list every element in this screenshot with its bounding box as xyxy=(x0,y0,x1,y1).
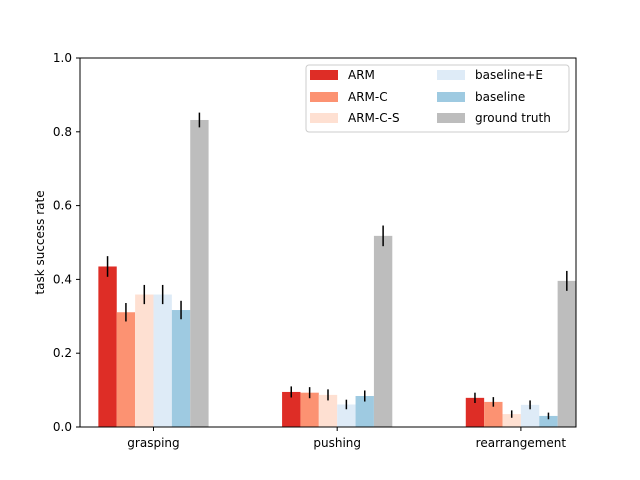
bar-baseline-rearrangement xyxy=(539,415,558,427)
legend-label: baseline+E xyxy=(475,68,543,82)
legend-swatch-arm-c xyxy=(310,92,338,102)
legend-swatch-baseline xyxy=(437,92,465,102)
legend-label: ARM-C xyxy=(348,90,388,104)
bar-arm-c-s-rearrangement xyxy=(502,414,521,427)
bar-baseline-e-rearrangement xyxy=(520,404,540,427)
bar-ground-truth-pushing xyxy=(373,235,393,427)
x-tick-label-pushing: pushing xyxy=(313,436,361,450)
bar-baseline-grasping xyxy=(171,310,191,427)
y-tick-label: 0.2 xyxy=(53,346,72,360)
y-tick-label: 1.0 xyxy=(53,51,72,65)
axes-frame xyxy=(79,57,577,428)
y-tick-label: 0.8 xyxy=(53,125,72,139)
bar-arm-rearrangement xyxy=(465,397,485,427)
bar-arm-c-pushing xyxy=(300,392,319,427)
legend-swatch-arm xyxy=(310,70,338,80)
x-tick-label-grasping: grasping xyxy=(127,436,179,450)
bars-layer xyxy=(98,119,576,427)
y-axis-label: task success rate xyxy=(33,190,47,294)
y-tick-label: 0.6 xyxy=(53,199,72,213)
legend-label: ground truth xyxy=(475,111,551,125)
bar-arm-pushing xyxy=(282,391,301,427)
legend-label: ARM-C-S xyxy=(348,111,400,125)
legend: ARM ARM-C ARM-C-S baseline+E baseline ground … xyxy=(305,64,570,133)
bar-arm-c-rearrangement xyxy=(484,401,503,427)
bar-arm-c-s-pushing xyxy=(318,394,338,427)
legend-swatch-baseline-e xyxy=(437,70,465,80)
bar-arm-c-grasping xyxy=(116,312,136,427)
bar-baseline-pushing xyxy=(355,396,374,427)
legend-label: ARM xyxy=(348,68,375,82)
y-tick-label: 0.0 xyxy=(53,420,72,434)
bar-arm-c-s-grasping xyxy=(135,294,154,427)
legend-label: baseline xyxy=(475,90,525,104)
error-bars-layer xyxy=(106,112,568,420)
y-axis: 0.0 0.2 0.4 0.6 0.8 1.0 xyxy=(53,51,80,434)
bar-ground-truth-rearrangement xyxy=(557,280,576,427)
legend-swatch-arm-c-s xyxy=(310,113,338,123)
bar-arm-grasping xyxy=(98,266,117,427)
bar-baseline-e-grasping xyxy=(153,294,172,427)
x-axis: grasping pushing rearrangement xyxy=(127,427,566,450)
legend-swatch-ground-truth xyxy=(437,113,465,123)
bar-baseline-e-pushing xyxy=(337,404,356,427)
bar-ground-truth-grasping xyxy=(190,119,209,427)
y-tick-label: 0.4 xyxy=(53,272,72,286)
x-tick-label-rearrangement: rearrangement xyxy=(476,436,567,450)
